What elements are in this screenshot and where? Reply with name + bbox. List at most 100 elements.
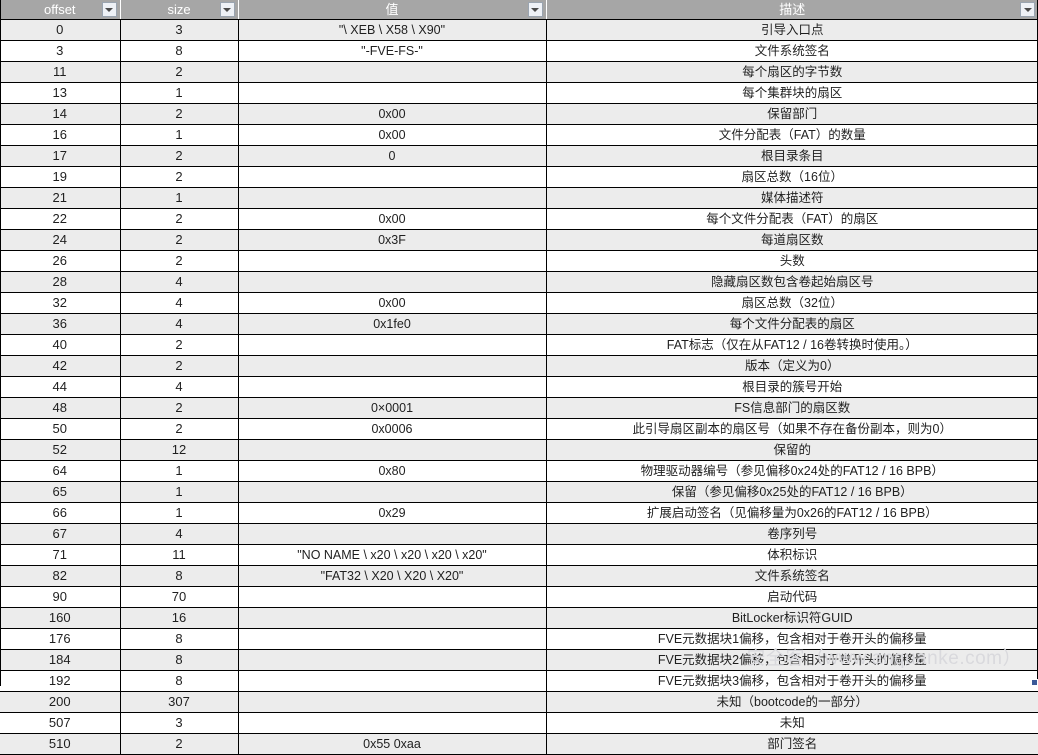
cell-offset[interactable]: 40: [0, 335, 120, 356]
cell-value[interactable]: [238, 83, 546, 104]
cell-description[interactable]: 文件分配表（FAT）的数量: [546, 125, 1038, 146]
cell-size[interactable]: 2: [120, 146, 238, 167]
cell-size[interactable]: 2: [120, 209, 238, 230]
cell-offset[interactable]: 64: [0, 461, 120, 482]
cell-value[interactable]: [238, 188, 546, 209]
cell-value[interactable]: 0×0001: [238, 398, 546, 419]
cell-offset[interactable]: 3: [0, 41, 120, 62]
selection-fill-handle[interactable]: [1031, 679, 1038, 686]
cell-offset[interactable]: 66: [0, 503, 120, 524]
cell-size[interactable]: 2: [120, 335, 238, 356]
cell-value[interactable]: 0x0006: [238, 419, 546, 440]
cell-value[interactable]: "NO NAME \ x20 \ x20 \ x20 \ x20": [238, 545, 546, 566]
cell-description[interactable]: 保留部门: [546, 104, 1038, 125]
cell-description[interactable]: 此引导扇区副本的扇区号（如果不存在备份副本，则为0）: [546, 419, 1038, 440]
cell-value[interactable]: 0x00: [238, 209, 546, 230]
cell-value[interactable]: [238, 629, 546, 650]
cell-value[interactable]: [238, 272, 546, 293]
cell-value[interactable]: [238, 671, 546, 692]
cell-value[interactable]: [238, 356, 546, 377]
cell-size[interactable]: 11: [120, 545, 238, 566]
cell-value[interactable]: 0: [238, 146, 546, 167]
cell-description[interactable]: 引导入口点: [546, 20, 1038, 41]
cell-size[interactable]: 2: [120, 62, 238, 83]
cell-description[interactable]: BitLocker标识符GUID: [546, 608, 1038, 629]
cell-value[interactable]: [238, 713, 546, 734]
cell-description[interactable]: 部门签名: [546, 734, 1038, 755]
column-header-value[interactable]: 值: [238, 0, 546, 20]
cell-description[interactable]: FVE元数据块1偏移，包含相对于卷开头的偏移量: [546, 629, 1038, 650]
cell-value[interactable]: [238, 62, 546, 83]
cell-size[interactable]: 4: [120, 524, 238, 545]
cell-description[interactable]: 扇区总数（16位）: [546, 167, 1038, 188]
cell-value[interactable]: 0x00: [238, 293, 546, 314]
cell-value[interactable]: [238, 167, 546, 188]
cell-value[interactable]: [238, 482, 546, 503]
cell-size[interactable]: 307: [120, 692, 238, 713]
cell-offset[interactable]: 44: [0, 377, 120, 398]
cell-size[interactable]: 8: [120, 566, 238, 587]
cell-offset[interactable]: 71: [0, 545, 120, 566]
cell-offset[interactable]: 14: [0, 104, 120, 125]
cell-offset[interactable]: 22: [0, 209, 120, 230]
cell-size[interactable]: 70: [120, 587, 238, 608]
cell-offset[interactable]: 21: [0, 188, 120, 209]
cell-description[interactable]: 扇区总数（32位）: [546, 293, 1038, 314]
cell-offset[interactable]: 50: [0, 419, 120, 440]
cell-size[interactable]: 8: [120, 41, 238, 62]
cell-description[interactable]: FAT标志（仅在从FAT12 / 16卷转换时使用。）: [546, 335, 1038, 356]
cell-value[interactable]: [238, 335, 546, 356]
cell-offset[interactable]: 82: [0, 566, 120, 587]
cell-offset[interactable]: 160: [0, 608, 120, 629]
cell-offset[interactable]: 507: [0, 713, 120, 734]
column-header-description[interactable]: 描述: [546, 0, 1038, 20]
cell-size[interactable]: 12: [120, 440, 238, 461]
cell-description[interactable]: 文件系统签名: [546, 566, 1038, 587]
cell-size[interactable]: 4: [120, 272, 238, 293]
filter-dropdown-size[interactable]: [220, 2, 235, 17]
cell-description[interactable]: 体积标识: [546, 545, 1038, 566]
column-header-offset[interactable]: offset: [0, 0, 120, 20]
cell-size[interactable]: 2: [120, 734, 238, 755]
cell-offset[interactable]: 184: [0, 650, 120, 671]
cell-value[interactable]: 0x29: [238, 503, 546, 524]
cell-value[interactable]: 0x55 0xaa: [238, 734, 546, 755]
cell-size[interactable]: 8: [120, 671, 238, 692]
cell-size[interactable]: 1: [120, 503, 238, 524]
cell-offset[interactable]: 26: [0, 251, 120, 272]
cell-value[interactable]: [238, 650, 546, 671]
cell-offset[interactable]: 36: [0, 314, 120, 335]
cell-offset[interactable]: 200: [0, 692, 120, 713]
filter-dropdown-offset[interactable]: [102, 2, 117, 17]
cell-value[interactable]: [238, 608, 546, 629]
cell-description[interactable]: FS信息部门的扇区数: [546, 398, 1038, 419]
cell-offset[interactable]: 13: [0, 83, 120, 104]
cell-value[interactable]: 0x80: [238, 461, 546, 482]
cell-description[interactable]: 保留（参见偏移0x25处的FAT12 / 16 BPB）: [546, 482, 1038, 503]
cell-description[interactable]: FVE元数据块3偏移，包含相对于卷开头的偏移量: [546, 671, 1038, 692]
cell-offset[interactable]: 90: [0, 587, 120, 608]
